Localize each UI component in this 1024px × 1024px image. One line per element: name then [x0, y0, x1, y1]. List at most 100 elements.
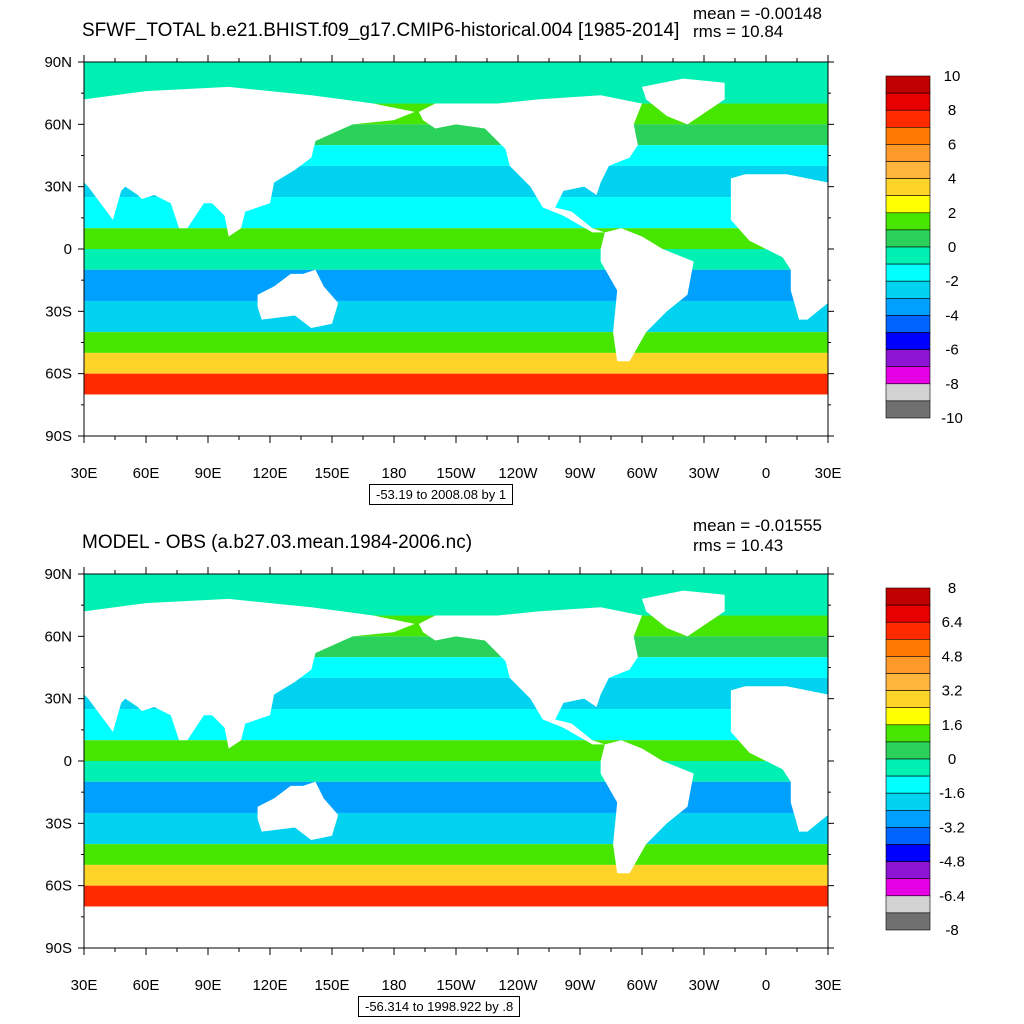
colorbar-label: 8 [948, 580, 956, 597]
lon-label: 30E [71, 977, 98, 994]
lat-label: 60N [44, 116, 72, 133]
field-band [84, 740, 828, 761]
panel-bottom: MODEL - OBS (a.b27.03.mean.1984-2006.nc)… [0, 512, 1024, 1024]
land-south-america [600, 228, 694, 362]
lon-label: 120E [252, 465, 287, 482]
colorbar-swatch [885, 895, 931, 914]
lat-label: 30S [45, 815, 72, 832]
colorbar-label: -4.8 [939, 854, 965, 871]
lat-label: 60N [44, 628, 72, 645]
field-band [84, 844, 828, 865]
colorbar-swatch [885, 315, 931, 333]
lat-label: 90S [45, 428, 72, 445]
colorbar-label: -3.2 [939, 819, 965, 836]
lon-label: 60W [627, 465, 659, 482]
land-australia [257, 781, 339, 840]
colorbar-swatch [885, 861, 931, 880]
lon-label: 60E [133, 977, 160, 994]
colorbar-label: -8 [945, 376, 958, 393]
lon-label: 30E [815, 977, 842, 994]
lon-label: 120W [498, 465, 538, 482]
colorbar-swatch [885, 332, 931, 350]
map-plot: 90N 60N 30N 0 30S 60S 90S 30E 60E 90E 120E 150E 180 1… [44, 566, 965, 994]
lon-label: 90W [565, 465, 597, 482]
lat-label: 90S [45, 940, 72, 957]
field-band [84, 761, 828, 782]
colorbar-label: -1.6 [939, 785, 965, 802]
lon-label: 60W [627, 977, 659, 994]
lon-label: 0 [762, 465, 770, 482]
lon-label: 180 [381, 465, 406, 482]
lon-label: 150E [314, 977, 349, 994]
colorbar-label: -2 [945, 273, 958, 290]
lat-label: 0 [64, 753, 72, 770]
colorbar-swatch [885, 792, 931, 811]
colorbar-swatch [885, 127, 931, 145]
colorbar-swatch [885, 621, 931, 640]
colorbar-label: 8 [948, 102, 956, 119]
lat-label: 90N [44, 54, 72, 71]
colorbar-swatch [885, 195, 931, 214]
colorbar-swatch [885, 400, 931, 419]
colorbar-label: 6.4 [942, 614, 963, 631]
colorbar-swatch [885, 144, 931, 162]
colorbar-swatch [885, 178, 931, 197]
colorbar-label: 10 [944, 68, 961, 85]
contour-range-label: -53.19 to 2008.08 by 1 [369, 484, 514, 505]
lon-label: 120W [498, 977, 538, 994]
land-africa [730, 686, 828, 832]
colorbar-swatch [885, 878, 931, 897]
land-africa [730, 174, 828, 320]
land-asia-europe [84, 86, 415, 237]
colorbar-label: 0 [948, 239, 956, 256]
colorbar-swatch [885, 741, 931, 760]
colorbar-label: 4 [948, 171, 956, 188]
panel-title: MODEL - OBS (a.b27.03.mean.1984-2006.nc) [82, 532, 473, 553]
colorbar-swatch [885, 297, 931, 316]
lon-label: 150E [314, 465, 349, 482]
colorbar-swatch [885, 161, 931, 179]
colorbar-swatch [885, 366, 931, 385]
colorbar-label: 1.6 [942, 717, 963, 734]
lat-label: 90N [44, 566, 72, 583]
field-band [84, 812, 828, 845]
land-antarctica [84, 906, 828, 948]
colorbar-label: -10 [941, 410, 963, 427]
mean-value: mean = -0.01555 [693, 516, 823, 535]
colorbar-swatch [885, 827, 931, 845]
colorbar-swatch [885, 656, 931, 674]
lon-label: 90E [195, 465, 222, 482]
mean-value: mean = -0.00148 [693, 4, 823, 23]
lat-label: 0 [64, 241, 72, 258]
colorbar-swatch [885, 673, 931, 691]
panel-top: SFWF_TOTAL b.e21.BHIST.f09_g17.CMIP6-his… [44, 4, 963, 505]
land-south-america [600, 740, 694, 874]
rms-value: rms = 10.84 [693, 22, 784, 41]
colorbar-label: 3.2 [942, 683, 963, 700]
colorbar-swatch [885, 92, 931, 111]
land-mask [84, 78, 828, 436]
land-mask [84, 590, 828, 948]
field-band [84, 885, 828, 907]
land-north-america [418, 607, 642, 745]
land-greenland [642, 590, 725, 637]
colorbar-swatch [885, 758, 931, 777]
lon-label: 90E [195, 977, 222, 994]
colorbar-swatch [885, 844, 931, 862]
field-band [84, 269, 828, 301]
colorbar-swatch [885, 912, 931, 931]
land-greenland [642, 78, 725, 125]
colorbar-label: 2 [948, 205, 956, 222]
colorbar-swatch [885, 75, 931, 94]
lon-label: 30W [689, 465, 721, 482]
colorbar-label: -6 [945, 342, 958, 359]
field-band [84, 781, 828, 813]
lat-label: 60S [45, 366, 72, 383]
land-australia [257, 269, 339, 328]
lon-label: 150W [436, 465, 476, 482]
lon-label: 30W [689, 977, 721, 994]
colorbar-swatch [885, 229, 931, 248]
field-band [84, 864, 828, 886]
field-band [84, 373, 828, 395]
lat-label: 30N [44, 179, 72, 196]
